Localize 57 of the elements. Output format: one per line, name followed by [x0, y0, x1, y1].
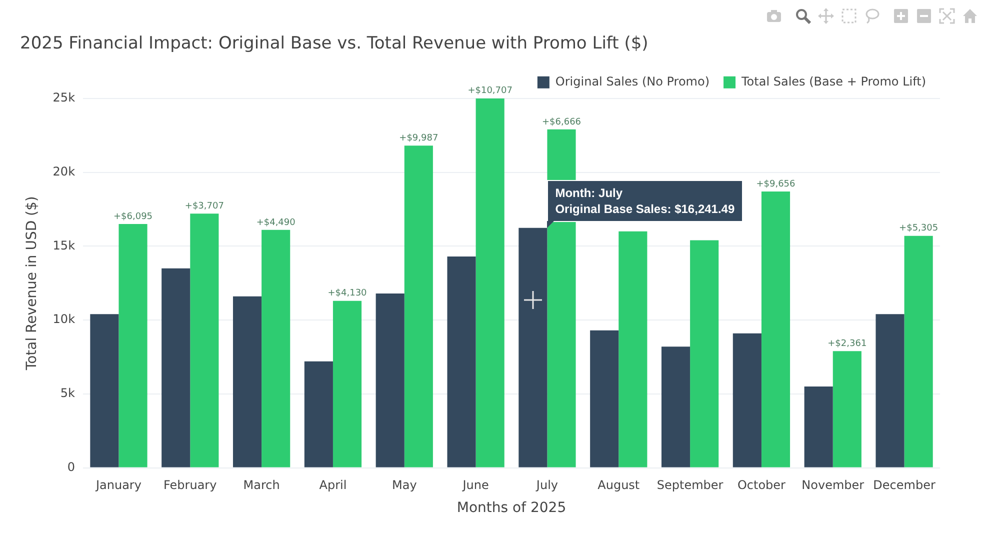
y-tick-label: 20k	[52, 164, 76, 178]
x-tick-label: August	[598, 478, 640, 492]
bar	[761, 191, 790, 468]
y-tick-label: 10k	[52, 312, 76, 326]
annotation: Month: July Original Base Sales: $16,241.49	[547, 180, 743, 222]
bar	[476, 98, 504, 468]
bar	[904, 236, 933, 468]
x-tick-label: May	[392, 478, 417, 492]
bar	[661, 346, 690, 468]
bar	[590, 330, 619, 468]
bar	[876, 314, 904, 468]
x-tick-label: November	[802, 478, 864, 492]
x-tick-label: March	[243, 478, 280, 492]
bar	[162, 268, 190, 468]
legend-label: Total Sales (Base + Promo Lift)	[740, 74, 926, 89]
x-axis-title: Months of 2025	[456, 500, 566, 516]
annotation: +$10,707	[468, 86, 512, 96]
chart-title: 2025 Financial Impact: Original Base vs. Total Revenue with Promo Lift ($)	[20, 34, 648, 54]
bar	[832, 351, 862, 468]
y-tick-label: 25k	[52, 90, 76, 105]
bar	[690, 240, 719, 468]
y-tick-label: 15k	[52, 238, 76, 252]
bar	[804, 386, 833, 468]
x-tick-label: January	[94, 478, 142, 492]
bar	[262, 230, 290, 468]
annotation: +$4,490	[256, 218, 296, 228]
annotation: +$3,707	[184, 201, 224, 212]
x-tick-label: December	[873, 478, 936, 492]
annotation: +$6,666	[542, 117, 582, 128]
legend-label: Original Sales (No Promo)	[555, 74, 710, 89]
bar	[304, 361, 333, 468]
bar	[518, 228, 548, 468]
bar	[404, 146, 433, 468]
bar	[232, 296, 262, 468]
bar	[376, 293, 404, 468]
bar	[190, 214, 219, 468]
bar	[732, 333, 762, 468]
y-tick-label: 5k	[60, 386, 76, 400]
x-tick-label: April	[319, 478, 347, 492]
x-tick-label: September	[656, 478, 724, 492]
x-tick-label: July	[535, 478, 558, 492]
x-tick-label: June	[462, 478, 489, 492]
bar	[447, 256, 476, 468]
bar	[118, 224, 148, 468]
x-tick-label: February	[164, 478, 217, 492]
bar	[90, 314, 119, 468]
annotation: +$9,987	[399, 134, 438, 144]
annotation: +$9,656	[756, 179, 796, 190]
bar	[332, 300, 362, 468]
bar	[618, 231, 648, 468]
x-tick-label: October	[737, 478, 786, 492]
annotation: +$5,305	[899, 224, 938, 234]
y-axis-title: Total Revenue in USD ($)	[24, 196, 40, 372]
annotation: +$2,361	[828, 338, 867, 349]
annotation: +$6,095	[113, 212, 153, 222]
y-tick-label: 0	[67, 460, 76, 474]
annotation: +$4,130	[328, 288, 368, 299]
